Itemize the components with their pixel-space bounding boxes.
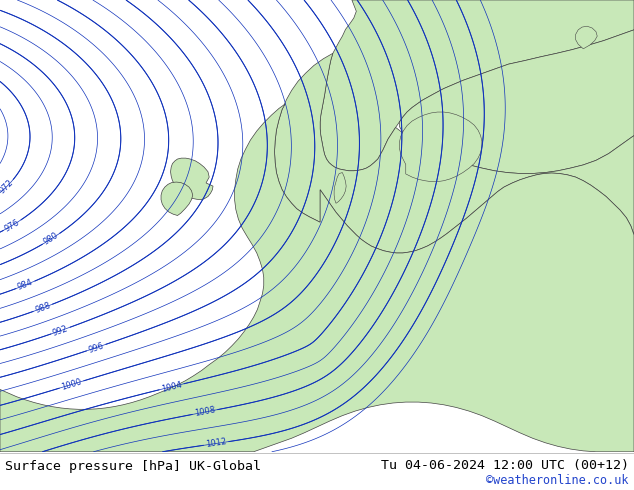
Text: 972: 972 — [0, 178, 15, 196]
Text: 1008: 1008 — [194, 406, 216, 418]
Polygon shape — [171, 158, 213, 200]
Text: 980: 980 — [42, 231, 60, 247]
Polygon shape — [399, 112, 482, 182]
Text: ©weatheronline.co.uk: ©weatheronline.co.uk — [486, 474, 629, 487]
Polygon shape — [576, 26, 597, 49]
Text: 992: 992 — [51, 324, 70, 338]
Text: 988: 988 — [34, 301, 52, 315]
Text: Tu 04-06-2024 12:00 UTC (00+12): Tu 04-06-2024 12:00 UTC (00+12) — [381, 459, 629, 472]
Text: 976: 976 — [3, 218, 22, 233]
Polygon shape — [0, 104, 634, 452]
Text: 1000: 1000 — [60, 377, 83, 392]
Polygon shape — [320, 0, 634, 171]
Text: Surface pressure [hPa] UK-Global: Surface pressure [hPa] UK-Global — [5, 460, 261, 473]
Text: 1012: 1012 — [205, 438, 227, 449]
Polygon shape — [275, 53, 634, 253]
Polygon shape — [161, 182, 193, 216]
Text: 996: 996 — [87, 341, 105, 354]
Polygon shape — [334, 172, 346, 203]
Polygon shape — [399, 30, 634, 173]
Text: 1004: 1004 — [160, 380, 183, 393]
Text: 984: 984 — [16, 278, 34, 292]
